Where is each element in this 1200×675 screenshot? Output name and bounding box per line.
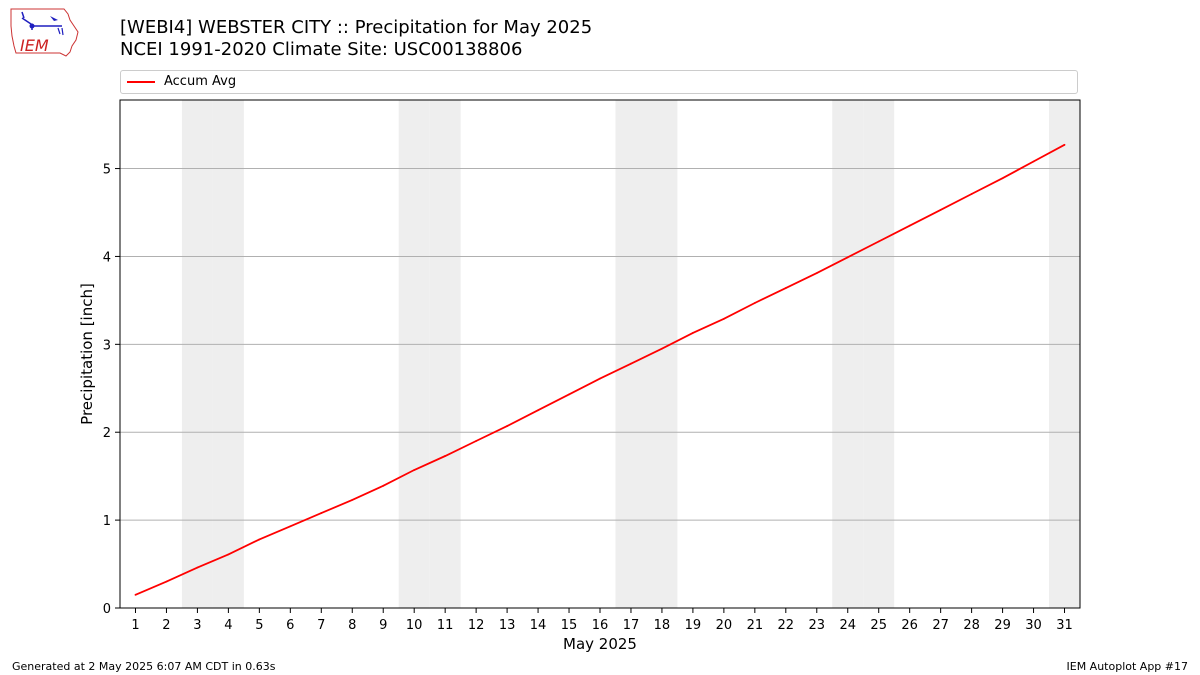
data-point bbox=[537, 409, 539, 412]
x-tick-label: 25 bbox=[870, 618, 887, 633]
data-point bbox=[815, 272, 818, 275]
data-point bbox=[908, 224, 911, 227]
data-point bbox=[1063, 143, 1066, 146]
footer-app-text: IEM Autoplot App #17 bbox=[1066, 660, 1189, 673]
logo-text: IEM bbox=[20, 36, 49, 55]
x-tick-label: 4 bbox=[224, 618, 232, 633]
x-tick-label: 2 bbox=[162, 618, 170, 633]
data-point bbox=[630, 362, 632, 365]
data-point bbox=[939, 208, 942, 211]
data-point bbox=[351, 498, 354, 501]
y-tick-label: 5 bbox=[103, 163, 111, 178]
data-point bbox=[692, 332, 694, 334]
x-tick-label: 7 bbox=[317, 618, 325, 633]
data-point bbox=[877, 240, 880, 243]
x-tick-label: 8 bbox=[348, 618, 356, 633]
data-point bbox=[722, 317, 725, 320]
x-tick-label: 19 bbox=[685, 618, 702, 633]
x-axis-ticks: 1 2 3 4 5 6 7 8 9 10 11 12 13 14 15 16 17 18 19 20 21 22 23 24 2… bbox=[131, 608, 1073, 633]
data-point bbox=[846, 256, 849, 259]
weekend-band bbox=[429, 100, 461, 608]
x-tick-label: 29 bbox=[994, 618, 1011, 633]
data-point bbox=[444, 455, 447, 457]
x-tick-label: 28 bbox=[963, 618, 980, 633]
data-point bbox=[661, 347, 663, 350]
iem-logo-icon: IEM bbox=[10, 8, 79, 57]
x-tick-label: 3 bbox=[193, 618, 201, 633]
weekend-band bbox=[615, 100, 647, 608]
data-point bbox=[165, 580, 168, 583]
data-point bbox=[227, 553, 230, 556]
plot-frame bbox=[119, 99, 1081, 609]
x-tick-label: 22 bbox=[778, 618, 795, 633]
y-gridlines bbox=[120, 168, 1080, 521]
weekend-band bbox=[1049, 100, 1080, 608]
data-point bbox=[289, 525, 292, 528]
x-tick-label: 13 bbox=[499, 618, 516, 633]
y-axis-ticks: 0 1 2 3 4 5 bbox=[103, 163, 120, 617]
data-point bbox=[475, 440, 478, 442]
x-tick-label: 30 bbox=[1025, 618, 1042, 633]
y-tick-label: 3 bbox=[103, 338, 111, 353]
x-tick-label: 15 bbox=[561, 618, 578, 633]
x-tick-label: 24 bbox=[839, 618, 856, 633]
x-tick-label: 10 bbox=[406, 618, 423, 633]
x-tick-label: 6 bbox=[286, 618, 294, 633]
x-tick-label: 21 bbox=[747, 618, 764, 633]
y-axis-label: Precipitation [inch] bbox=[78, 283, 96, 425]
x-tick-label: 23 bbox=[809, 618, 826, 633]
legend-swatch bbox=[127, 81, 155, 83]
x-tick-label: 18 bbox=[654, 618, 671, 633]
chart-legend: Accum Avg bbox=[120, 70, 1078, 94]
weekend-bands bbox=[181, 100, 1080, 608]
chart-subtitle: NCEI 1991-2020 Climate Site: USC00138806 bbox=[120, 39, 523, 60]
data-point bbox=[568, 393, 570, 396]
data-point bbox=[196, 566, 199, 569]
weekend-band bbox=[181, 100, 213, 608]
weekend-band bbox=[212, 100, 244, 608]
legend-label-accum-avg: Accum Avg bbox=[164, 74, 237, 89]
series-layer bbox=[134, 143, 1066, 596]
data-point bbox=[382, 484, 385, 487]
x-tick-label: 16 bbox=[592, 618, 609, 633]
data-point bbox=[599, 377, 601, 380]
weekend-band bbox=[832, 100, 864, 608]
data-point bbox=[506, 425, 508, 427]
y-tick-label: 2 bbox=[103, 426, 111, 441]
data-point bbox=[320, 512, 323, 514]
x-tick-label: 12 bbox=[468, 618, 485, 633]
x-tick-label: 17 bbox=[623, 618, 640, 633]
series-line-accum-avg bbox=[135, 144, 1065, 596]
data-point bbox=[753, 302, 756, 304]
x-tick-label: 26 bbox=[901, 618, 918, 633]
data-point bbox=[1032, 160, 1035, 163]
x-tick-label: 14 bbox=[530, 618, 547, 633]
data-point bbox=[970, 193, 973, 195]
x-tick-label: 31 bbox=[1056, 618, 1073, 633]
weekend-band bbox=[398, 100, 430, 608]
y-tick-label: 0 bbox=[103, 602, 111, 617]
x-tick-label: 20 bbox=[716, 618, 733, 633]
x-tick-label: 9 bbox=[379, 618, 387, 633]
x-tick-label: 11 bbox=[437, 618, 454, 633]
footer-generated-text: Generated at 2 May 2025 6:07 AM CDT in 0… bbox=[12, 660, 276, 673]
data-point bbox=[784, 287, 787, 289]
x-axis-label: May 2025 bbox=[563, 635, 637, 653]
x-tick-label: 1 bbox=[131, 618, 139, 633]
y-tick-label: 1 bbox=[103, 514, 111, 529]
data-point bbox=[1001, 177, 1004, 180]
x-tick-label: 27 bbox=[932, 618, 949, 633]
weekend-band bbox=[863, 100, 895, 608]
data-point bbox=[413, 469, 416, 471]
x-tick-label: 5 bbox=[255, 618, 263, 633]
y-tick-label: 4 bbox=[103, 250, 111, 265]
data-point bbox=[258, 538, 261, 541]
chart-title: [WEBI4] WEBSTER CITY :: Precipitation fo… bbox=[120, 17, 593, 38]
data-point bbox=[134, 593, 137, 596]
